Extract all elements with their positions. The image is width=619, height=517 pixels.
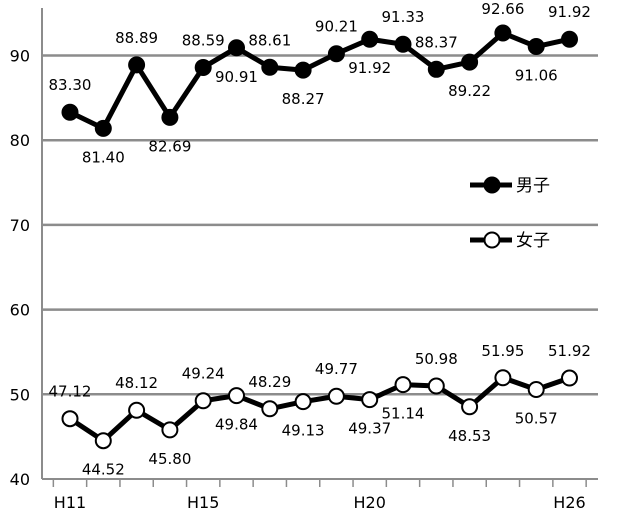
legend-item-girls: 女子 [470, 231, 550, 251]
data-label: 51.92 [548, 342, 591, 360]
data-point [61, 410, 79, 428]
legend-label: 男子 [516, 176, 550, 196]
data-label: 50.57 [515, 409, 558, 427]
data-label: 91.92 [548, 3, 591, 21]
data-point [128, 56, 146, 74]
data-point [461, 53, 479, 71]
data-label: 51.95 [481, 342, 524, 360]
data-label: 91.92 [348, 59, 391, 77]
y-tick-label: 90 [10, 47, 30, 66]
data-point [194, 58, 212, 76]
data-point [527, 38, 545, 56]
series-lines [61, 24, 578, 450]
data-point [461, 398, 479, 416]
data-point [494, 369, 512, 387]
data-label: 91.06 [515, 67, 558, 85]
data-point [194, 392, 212, 410]
data-label: 50.98 [415, 350, 458, 368]
y-tick-label: 50 [10, 385, 30, 404]
data-label: 81.40 [82, 148, 125, 166]
data-point [561, 30, 578, 48]
data-label: 90.21 [315, 18, 358, 36]
data-point [361, 30, 379, 48]
data-label: 45.80 [148, 450, 191, 468]
y-tick-label: 70 [10, 216, 30, 235]
data-point [327, 387, 345, 405]
legend-marker [483, 176, 501, 194]
data-label: 49.37 [348, 420, 391, 438]
data-point [494, 24, 512, 42]
data-point [261, 58, 279, 76]
data-point [427, 60, 445, 78]
x-tick-label: H11 [54, 493, 86, 512]
data-label: 51.14 [382, 405, 425, 423]
data-point [394, 376, 412, 394]
data-point [561, 369, 578, 387]
y-tick-label: 40 [10, 470, 30, 489]
legend-item-boys: 男子 [470, 176, 550, 196]
data-label: 88.89 [115, 29, 158, 47]
data-label: 49.24 [182, 365, 225, 383]
data-label: 44.52 [82, 461, 125, 479]
data-point [161, 421, 179, 439]
data-label: 92.66 [481, 0, 524, 18]
y-tick-label: 60 [10, 301, 30, 320]
data-point [228, 39, 245, 57]
legend-label: 女子 [516, 231, 550, 251]
data-label: 91.33 [382, 8, 425, 26]
data-point [161, 108, 179, 126]
data-point [294, 61, 312, 79]
data-point [394, 35, 412, 53]
data-label: 88.27 [282, 90, 325, 108]
data-label: 48.53 [448, 427, 491, 445]
data-point [94, 119, 112, 137]
data-label: 48.12 [115, 374, 158, 392]
data-label: 89.22 [448, 82, 491, 100]
series-line-boys [68, 30, 571, 131]
x-tick-label: H15 [187, 493, 219, 512]
data-point [427, 377, 445, 395]
data-label: 49.84 [215, 416, 258, 434]
data-label: 82.69 [148, 137, 191, 155]
data-point [327, 45, 345, 63]
data-label: 88.59 [182, 31, 225, 49]
x-tick-label: H26 [553, 493, 585, 512]
data-label: 83.30 [49, 76, 92, 94]
data-label: 88.61 [248, 31, 291, 49]
legend-marker [483, 231, 501, 249]
data-point [361, 391, 379, 409]
data-point [128, 401, 146, 419]
data-point [294, 393, 312, 411]
data-label: 49.77 [315, 360, 358, 378]
gridlines [42, 54, 598, 396]
axes: 40 50 60 70 80 90 H11 H15 H20 H26 [10, 8, 598, 512]
data-point [527, 380, 545, 398]
data-labels: 83.30 81.40 88.89 82.69 88.59 90.91 88.61 88.27… [49, 0, 591, 479]
x-tick-label: H20 [354, 493, 386, 512]
data-label: 88.37 [415, 33, 458, 51]
data-point [228, 387, 245, 405]
data-point [94, 432, 112, 450]
data-point [261, 400, 279, 418]
data-label: 48.29 [248, 373, 291, 391]
data-label: 90.91 [215, 68, 258, 86]
data-point [61, 103, 79, 121]
data-label: 49.13 [282, 422, 325, 440]
y-tick-label: 80 [10, 131, 30, 150]
data-label: 47.12 [49, 383, 92, 401]
series-line-girls [68, 375, 571, 444]
